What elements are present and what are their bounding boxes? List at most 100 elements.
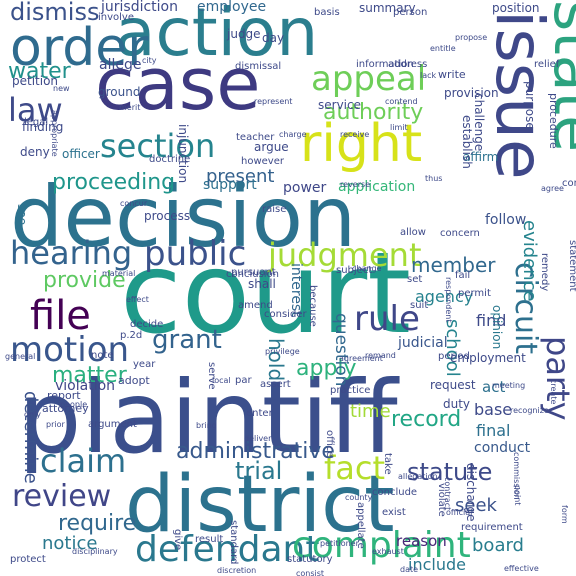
word-member: member — [411, 253, 496, 277]
word-action: action — [115, 0, 319, 71]
word-date: date — [400, 565, 419, 574]
word-power: power — [283, 180, 327, 196]
word-exist: exist — [382, 507, 406, 518]
word-summary: summary — [359, 1, 416, 15]
word-privilege: privilege — [265, 347, 300, 356]
word-report: report — [47, 389, 81, 402]
word-judgment: judgment — [268, 236, 422, 274]
word-district: district — [125, 460, 395, 550]
word-bring: bring — [196, 421, 217, 430]
word-thus: thus — [425, 174, 443, 183]
word-period: period — [438, 351, 470, 362]
word-require: require — [58, 511, 137, 536]
word-allege: allege — [99, 57, 142, 73]
word-reverse: reverse — [340, 180, 371, 189]
word-county: county — [345, 493, 373, 502]
word-change: change — [352, 264, 382, 273]
word-note: note — [91, 350, 114, 361]
word-involve: involve — [98, 12, 135, 23]
word-effective: effective — [504, 564, 539, 573]
word-see: see — [15, 204, 29, 226]
word-include: include — [408, 555, 466, 574]
word-violation: violation — [55, 378, 116, 394]
word-agreement: agreement — [339, 354, 383, 363]
word-information: information — [356, 59, 414, 70]
word-injunction: injunction — [176, 124, 190, 184]
word-doctrine: doctrine — [149, 154, 191, 165]
word-practice: practice — [330, 385, 371, 396]
word-form: form — [560, 505, 569, 524]
word-agency: agency — [415, 287, 474, 306]
word-write: write — [438, 68, 466, 81]
word-follow: follow — [485, 212, 527, 228]
word-rule: rule — [354, 299, 420, 339]
word-dismiss: dismiss — [10, 0, 100, 26]
word-represent: represent — [254, 97, 293, 106]
word-authority: authority — [323, 100, 424, 125]
word-charge: charge — [279, 130, 307, 139]
word-opinion: opinion — [490, 305, 504, 350]
word-give: give — [172, 529, 183, 551]
word-recognize: recognize — [510, 406, 549, 415]
word-appropriate: appropriate — [50, 110, 59, 157]
word-claim: claim — [40, 442, 127, 480]
word-provide: provide — [43, 268, 126, 293]
word-position: position — [492, 1, 540, 15]
word-proceeding: proceeding — [52, 170, 176, 195]
word-year: year — [133, 359, 156, 370]
word-affirm: affirm — [463, 150, 499, 164]
word-take: take — [382, 453, 393, 475]
word-create: create — [549, 379, 558, 405]
word-employment: employment — [450, 351, 526, 365]
word-effect: effect — [126, 295, 149, 304]
word-consider: consider — [264, 309, 307, 320]
word-requirement: requirement — [461, 522, 523, 533]
word-judicial: judicial — [398, 335, 448, 351]
word-evidence: evidence — [519, 220, 540, 302]
word-people: people — [60, 400, 88, 409]
word-meeting: meeting — [492, 381, 526, 390]
word-application: application — [338, 179, 416, 195]
word-result: result — [195, 534, 224, 545]
word-argument: argument — [88, 419, 137, 430]
word-final: final — [476, 421, 511, 440]
word-procedure: procedure — [547, 93, 560, 149]
word-seek: seek — [455, 495, 497, 516]
word-request: request — [430, 378, 476, 392]
word-public: public — [144, 234, 247, 274]
word-decide: decide — [130, 319, 164, 330]
word-set: set — [407, 274, 423, 285]
word-constitutional: constitutional — [562, 178, 576, 189]
word-duty: duty — [443, 397, 471, 411]
word-finding: finding — [22, 120, 64, 134]
word-officer: officer — [62, 147, 100, 161]
word-address: address — [388, 59, 428, 70]
word-p-2d: p.2d — [120, 330, 143, 341]
word-pursuant: pursuant — [231, 267, 276, 278]
word-allow: allow — [400, 227, 426, 238]
word-petition: petition — [12, 74, 59, 88]
word-legal: legal — [24, 117, 49, 128]
word-lack: lack — [420, 71, 437, 80]
word-teacher: teacher — [236, 132, 275, 143]
word-because: because — [307, 285, 318, 327]
word-person: person — [393, 7, 428, 18]
word-attorney: attorney — [42, 402, 89, 415]
word-only: only — [24, 410, 41, 419]
word-allegation: allegation — [398, 472, 438, 481]
word-official: official — [446, 508, 473, 517]
word-suit: suit — [410, 300, 429, 311]
word-order: order — [10, 18, 149, 78]
word-find: find — [476, 311, 507, 330]
word-argue: argue — [254, 140, 289, 154]
word-concur: concur — [120, 199, 148, 208]
word-consist: consist — [296, 569, 325, 576]
word-judge: judge — [227, 27, 261, 41]
word-file: file — [30, 293, 91, 339]
word-challenge: challenge — [472, 93, 486, 152]
word-notice: notice — [42, 533, 98, 554]
word-conduct: conduct — [474, 440, 531, 456]
word-material: material — [102, 269, 136, 278]
word-however: however — [241, 156, 284, 167]
word-discretion: discretion — [217, 566, 257, 575]
